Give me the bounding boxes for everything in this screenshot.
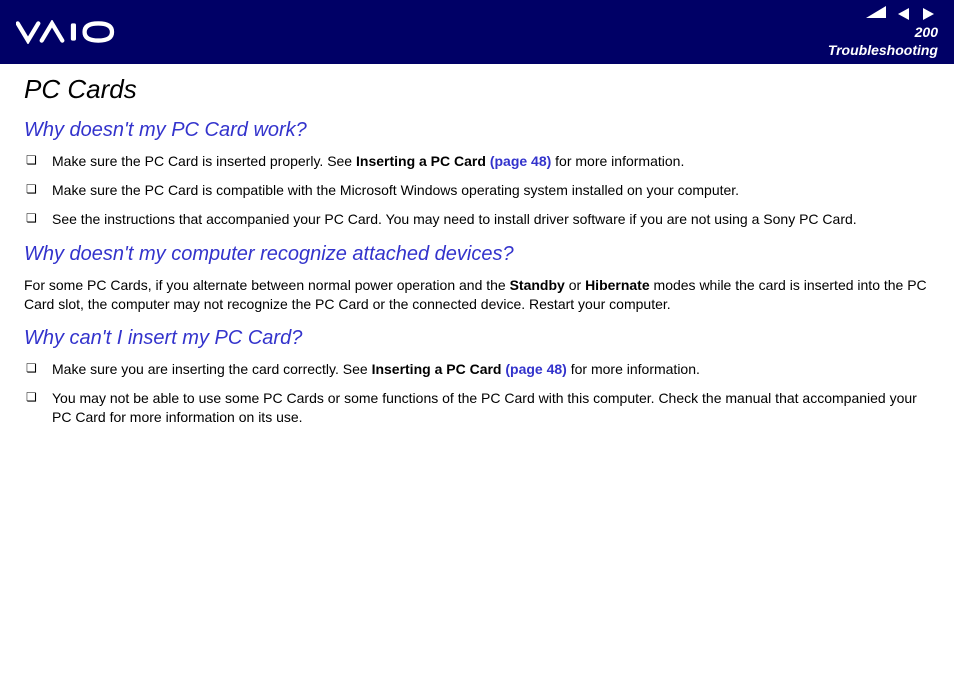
question-heading-3: Why can't I insert my PC Card? bbox=[24, 327, 930, 350]
page-number: 200 bbox=[915, 24, 938, 40]
page-link[interactable]: (page 48) bbox=[490, 153, 551, 169]
vaio-logo bbox=[16, 20, 136, 44]
section-label: Troubleshooting bbox=[828, 42, 938, 58]
page-content: PC Cards Why doesn't my PC Card work? Ma… bbox=[0, 64, 954, 457]
list-item: Make sure the PC Card is inserted proper… bbox=[24, 152, 930, 171]
page-header: 200 Troubleshooting bbox=[0, 0, 954, 64]
page-link[interactable]: (page 48) bbox=[505, 361, 566, 377]
bold-text: Standby bbox=[510, 277, 565, 293]
text: Make sure you are inserting the card cor… bbox=[52, 361, 372, 377]
text: for more information. bbox=[551, 153, 684, 169]
text: For some PC Cards, if you alternate betw… bbox=[24, 277, 510, 293]
list-item: See the instructions that accompanied yo… bbox=[24, 210, 930, 229]
header-right: 200 Troubleshooting bbox=[828, 6, 938, 58]
text: See the instructions that accompanied yo… bbox=[52, 211, 857, 227]
n-shape-icon bbox=[866, 6, 886, 18]
bold-text: Hibernate bbox=[585, 277, 650, 293]
bullet-list-1: Make sure the PC Card is inserted proper… bbox=[24, 152, 930, 229]
next-page-button[interactable] bbox=[918, 6, 938, 22]
question-heading-1: Why doesn't my PC Card work? bbox=[24, 119, 930, 142]
prev-page-button[interactable] bbox=[894, 6, 914, 22]
nav-arrows bbox=[866, 6, 938, 22]
vaio-logo-svg bbox=[16, 20, 136, 44]
list-item: Make sure the PC Card is compatible with… bbox=[24, 181, 930, 200]
page-title: PC Cards bbox=[24, 74, 930, 105]
text: for more information. bbox=[567, 361, 700, 377]
text: Make sure the PC Card is inserted proper… bbox=[52, 153, 356, 169]
paragraph: For some PC Cards, if you alternate betw… bbox=[24, 276, 930, 314]
list-item: Make sure you are inserting the card cor… bbox=[24, 360, 930, 379]
question-heading-2: Why doesn't my computer recognize attach… bbox=[24, 243, 930, 266]
list-item: You may not be able to use some PC Cards… bbox=[24, 389, 930, 427]
text: Make sure the PC Card is compatible with… bbox=[52, 182, 739, 198]
bullet-list-2: Make sure you are inserting the card cor… bbox=[24, 360, 930, 427]
bold-text: Inserting a PC Card bbox=[356, 153, 490, 169]
text: You may not be able to use some PC Cards… bbox=[52, 390, 917, 425]
bold-text: Inserting a PC Card bbox=[372, 361, 506, 377]
text: or bbox=[565, 277, 585, 293]
